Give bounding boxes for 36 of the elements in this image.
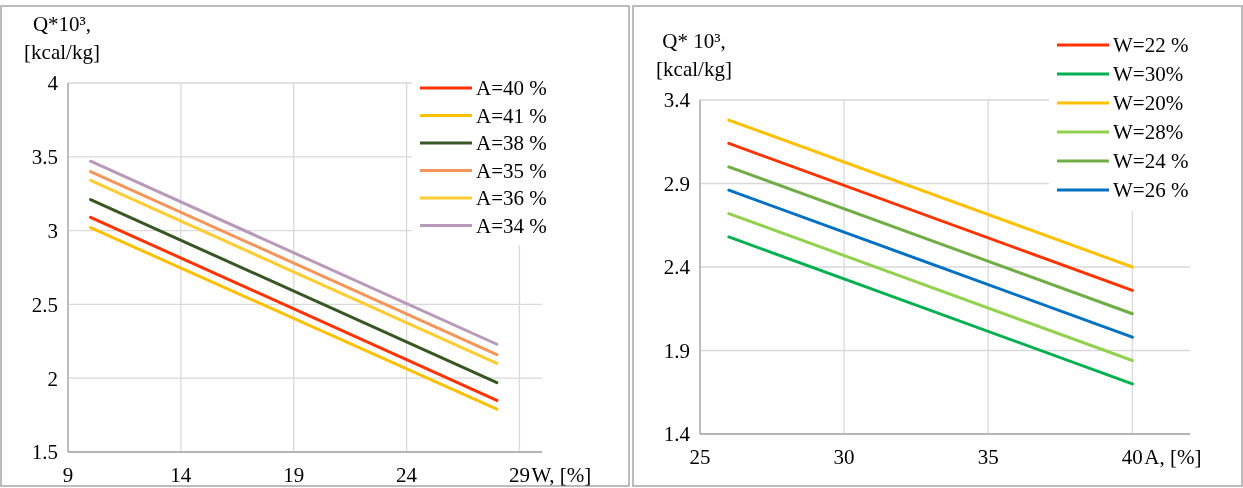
y-tick-label: 1.5	[31, 440, 58, 465]
legend-label: W=28%	[1113, 120, 1184, 145]
x-tick-label: 9	[62, 463, 74, 487]
legend-label: A=38 %	[476, 131, 547, 156]
legend-label: A=40 %	[476, 76, 547, 101]
x-tick-label: 24	[396, 463, 418, 487]
legend-label: W=20%	[1113, 91, 1184, 116]
x-tick-label: 25	[689, 445, 711, 469]
y-tick-label: 4	[47, 71, 59, 96]
x-tick-label: 29	[508, 463, 530, 487]
y-tick-label: 1.9	[663, 338, 690, 363]
legend-label: W=26 %	[1113, 178, 1189, 203]
x-tick-label: 14	[170, 463, 192, 487]
y-axis-title: Q* 10³, [kcal/kg]	[656, 29, 732, 81]
legend-label: A=35 %	[476, 158, 547, 183]
legend-label: A=36 %	[476, 186, 547, 211]
x-axis-title: A, [%]	[1144, 445, 1202, 469]
y-tick-label: 2.4	[663, 255, 691, 280]
x-tick-label: 35	[977, 445, 999, 469]
y-tick-label: 3	[47, 218, 58, 243]
y-tick-label: 2.5	[31, 292, 58, 317]
legend-label: A=41 %	[476, 103, 547, 128]
x-tick-label: 19	[283, 463, 305, 487]
legend-label: W=24 %	[1113, 149, 1189, 174]
x-tick-label: 40	[1121, 445, 1143, 469]
legend-label: W=30%	[1113, 62, 1184, 87]
y-axis-title: Q*10³, [kcal/kg]	[24, 12, 100, 64]
y-tick-label: 1.4	[663, 422, 691, 447]
x-tick-label: 30	[833, 445, 855, 469]
y-tick-label: 3.5	[31, 145, 58, 170]
y-tick-label: 2.9	[663, 171, 690, 196]
legend-label: A=34 %	[476, 213, 547, 238]
y-tick-label: 2	[47, 366, 58, 391]
y-tick-label: 3.4	[663, 88, 691, 113]
x-axis-title: W, [%]	[531, 463, 592, 487]
legend-label: W=22 %	[1113, 33, 1189, 58]
